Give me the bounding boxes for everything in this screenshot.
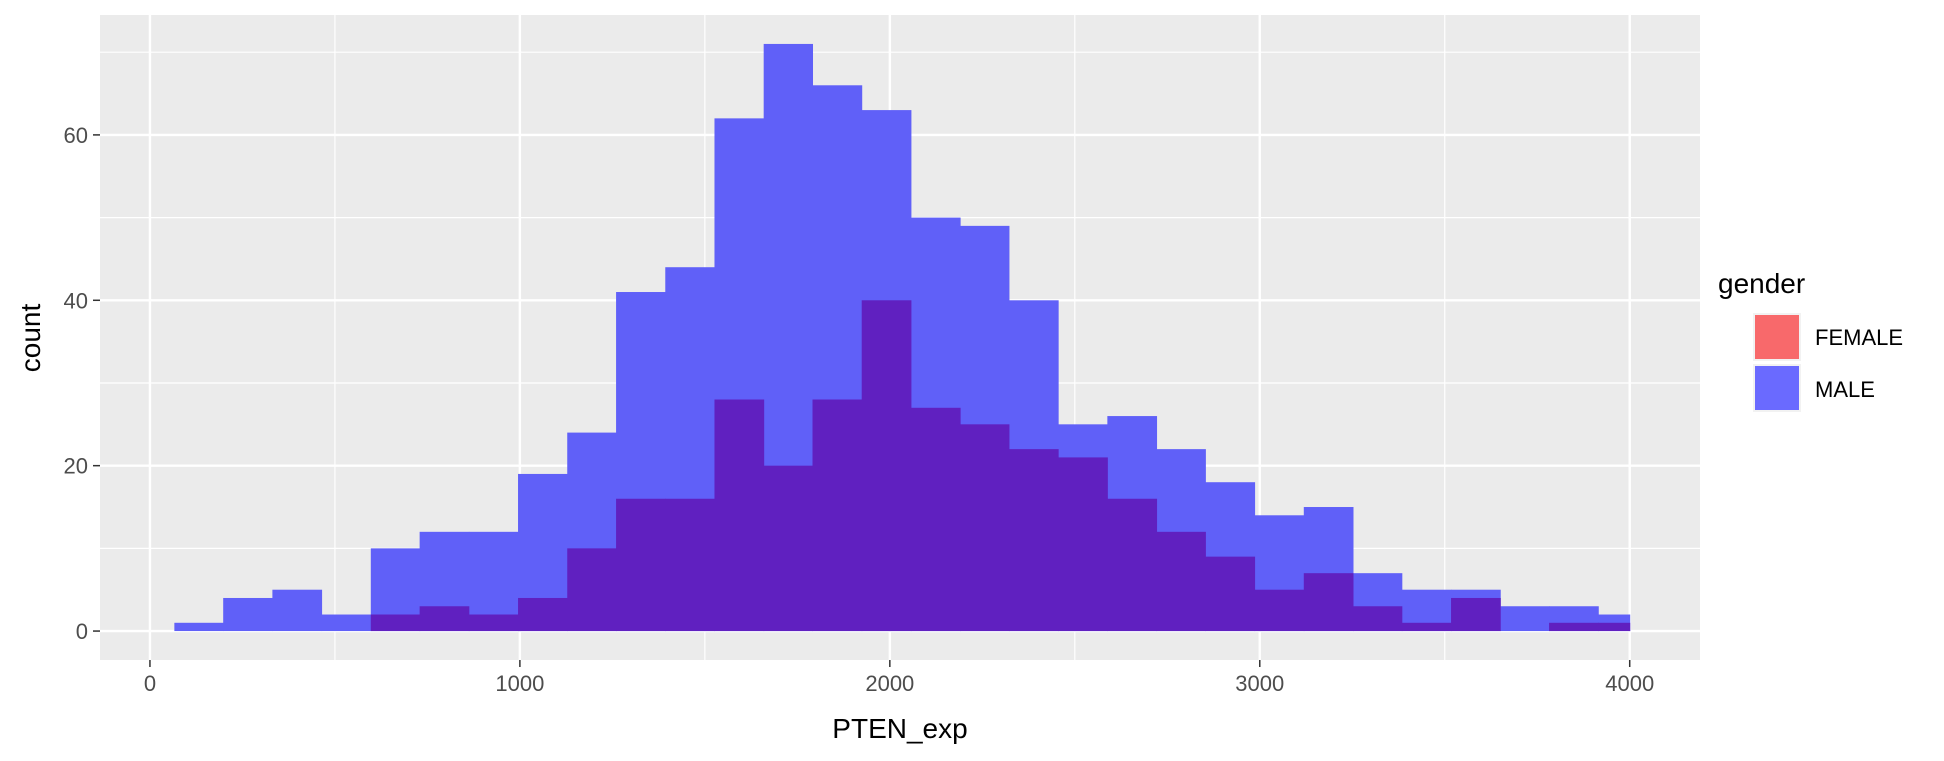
y-axis-title: count bbox=[15, 304, 46, 373]
female-bar bbox=[763, 465, 814, 632]
female-bar bbox=[1549, 622, 1599, 632]
female-bar bbox=[861, 300, 912, 632]
female-bar bbox=[1008, 449, 1059, 632]
male-bar bbox=[174, 622, 224, 632]
female-bar bbox=[567, 548, 617, 632]
female-bar bbox=[370, 614, 421, 632]
female-bars bbox=[370, 300, 1631, 632]
female-bar bbox=[1451, 597, 1501, 632]
female-bar bbox=[1352, 606, 1403, 632]
x-tick-label: 3000 bbox=[1235, 671, 1284, 696]
female-bar bbox=[1205, 556, 1256, 632]
x-tick-label: 2000 bbox=[865, 671, 914, 696]
female-bar bbox=[1156, 531, 1206, 632]
legend-label-female: FEMALE bbox=[1815, 325, 1903, 350]
legend-label-male: MALE bbox=[1815, 377, 1875, 402]
female-bar bbox=[910, 407, 961, 632]
female-bar bbox=[1598, 622, 1631, 632]
x-tick-label: 0 bbox=[144, 671, 156, 696]
y-tick-label: 20 bbox=[64, 454, 88, 479]
male-bar bbox=[223, 597, 273, 632]
y-tick-label: 0 bbox=[76, 619, 88, 644]
female-bar bbox=[1058, 457, 1108, 632]
male-bar bbox=[272, 589, 323, 632]
legend-swatch-female bbox=[1755, 315, 1799, 359]
y-tick-label: 60 bbox=[64, 123, 88, 148]
x-tick-label: 4000 bbox=[1605, 671, 1654, 696]
male-bar bbox=[321, 614, 372, 632]
female-bar bbox=[1401, 622, 1452, 632]
female-bar bbox=[518, 597, 568, 632]
x-axis-title: PTEN_exp bbox=[832, 713, 967, 744]
female-bar bbox=[960, 424, 1010, 632]
male-bar bbox=[1500, 606, 1550, 632]
legend-title: gender bbox=[1718, 268, 1805, 299]
female-bar bbox=[714, 399, 765, 632]
female-bar bbox=[1303, 573, 1354, 632]
legend-swatch-male bbox=[1755, 366, 1799, 410]
female-bar bbox=[616, 498, 666, 632]
female-bar bbox=[665, 498, 715, 632]
female-bar bbox=[812, 399, 863, 632]
y-tick-label: 40 bbox=[64, 288, 88, 313]
y-axis-ticks: 0 20 40 60 bbox=[64, 123, 100, 644]
female-bar bbox=[1107, 498, 1158, 632]
x-axis-ticks: 0 1000 2000 3000 4000 bbox=[144, 660, 1654, 696]
female-bar bbox=[1254, 589, 1305, 632]
female-bar bbox=[468, 614, 519, 632]
x-tick-label: 1000 bbox=[495, 671, 544, 696]
female-bar bbox=[419, 606, 470, 632]
legend: gender FEMALE MALE bbox=[1718, 268, 1903, 412]
